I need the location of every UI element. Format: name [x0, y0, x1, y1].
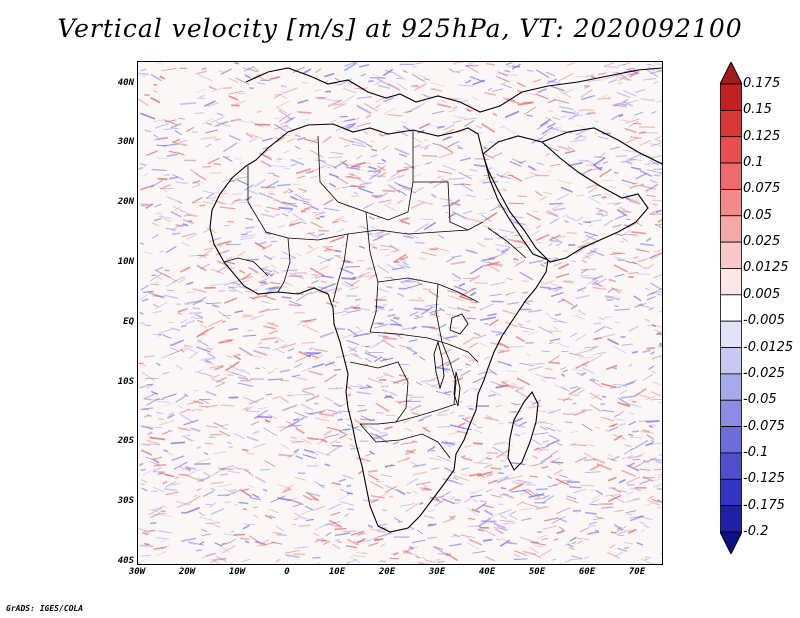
- colorbar-tick-label: 0.175: [743, 76, 781, 91]
- lat-tick-label: 40N: [117, 78, 134, 88]
- lat-tick-label: 30N: [117, 137, 134, 147]
- colorbar-tick-label: 0.0125: [743, 260, 789, 276]
- colorbar-tick-label: -0.2: [743, 524, 769, 539]
- lat-tick-label: 20N: [117, 197, 134, 207]
- colorbar-tick-label: 0.075: [743, 181, 781, 197]
- coastlines-and-borders: [209, 67, 662, 533]
- lon-tick-label: 30E: [428, 567, 446, 577]
- europe-coastline: [245, 67, 662, 113]
- colorbar-tick-label: 0.1: [743, 155, 764, 171]
- lat-tick-label: 30S: [117, 496, 134, 506]
- colorbar-segment: [720, 478, 742, 507]
- lon-tick-label: 70E: [628, 567, 646, 577]
- lon-tick-label: 50E: [528, 567, 546, 577]
- colorbar-segment: [720, 189, 742, 217]
- colorbar-segment: [720, 162, 742, 190]
- madagascar-coastline: [507, 390, 539, 471]
- colorbar-segment: [720, 347, 742, 375]
- lon-tick-label: 40E: [478, 567, 496, 577]
- colorbar-segment: [720, 452, 742, 480]
- colorbar-segment: [720, 505, 742, 533]
- colorbar-segment: [720, 215, 742, 243]
- map-title: Vertical velocity [m/s] at 925hPa, VT: 2…: [57, 14, 743, 43]
- lat-tick-label: 40S: [117, 556, 134, 566]
- colorbar-segment: [720, 294, 742, 322]
- country-borders: [223, 130, 527, 459]
- colorbar-tick-label: 0.005: [743, 286, 781, 302]
- colorbar-tick-label: -0.1: [743, 444, 769, 460]
- colorbar-tick-label: -0.125: [743, 471, 785, 487]
- lat-tick-label: 10S: [117, 377, 134, 387]
- colorbar-tick-label: -0.005: [743, 313, 785, 329]
- lon-tick-label: 20E: [378, 567, 396, 577]
- colorbar-tick-label: 0.15: [743, 102, 772, 118]
- lake-malawi: [453, 371, 461, 407]
- lake-victoria: [449, 313, 469, 335]
- colorbar-segment: [720, 373, 742, 401]
- colorbar-bottom-arrow: [720, 531, 742, 554]
- asia-coastline: [541, 127, 662, 165]
- africa-coastline: [209, 123, 549, 533]
- colorbar-segment: [720, 136, 742, 164]
- lon-tick-label: 10E: [328, 567, 346, 577]
- colorbar-segment: [720, 268, 742, 296]
- lon-tick-label: 20W: [178, 567, 196, 577]
- colorbar-tick-label: -0.05: [743, 392, 777, 408]
- lat-tick-label: 10N: [117, 257, 134, 267]
- colorbar-tick-label: -0.075: [743, 418, 785, 434]
- vertical-velocity-field: [138, 62, 662, 564]
- colorbar-segment: [720, 109, 742, 138]
- colorbar-segment: [720, 83, 742, 111]
- colorbar-tick-label: -0.025: [743, 365, 785, 381]
- colorbar-segment: [720, 241, 742, 269]
- lon-tick-label: 30W: [128, 567, 146, 577]
- colorbar-segment: [720, 426, 742, 454]
- colorbar-tick-label: 0.05: [743, 207, 772, 223]
- arabia-coastline: [482, 135, 649, 263]
- grads-credit: GrADS: IGES/COLA: [6, 604, 84, 613]
- colorbar-segment: [720, 320, 742, 348]
- lon-tick-label: 10W: [228, 567, 246, 577]
- colorbar-tick-label: 0.025: [743, 234, 781, 250]
- colorbar: [720, 62, 742, 554]
- lon-tick-label: 0: [284, 567, 290, 577]
- colorbar-segment: [720, 399, 742, 427]
- colorbar-tick-label: 0.125: [743, 128, 781, 144]
- map-plot-area: [137, 61, 663, 565]
- lake-tanganyika: [433, 340, 445, 390]
- colorbar-tick-label: -0.175: [743, 497, 785, 513]
- velocity-streaks: [138, 62, 662, 564]
- lat-tick-label: EQ: [123, 317, 134, 327]
- colorbar-tick-label: -0.0125: [743, 339, 794, 355]
- lon-tick-label: 60E: [578, 567, 596, 577]
- colorbar-top-arrow: [720, 62, 742, 85]
- lat-tick-label: 20S: [117, 436, 134, 446]
